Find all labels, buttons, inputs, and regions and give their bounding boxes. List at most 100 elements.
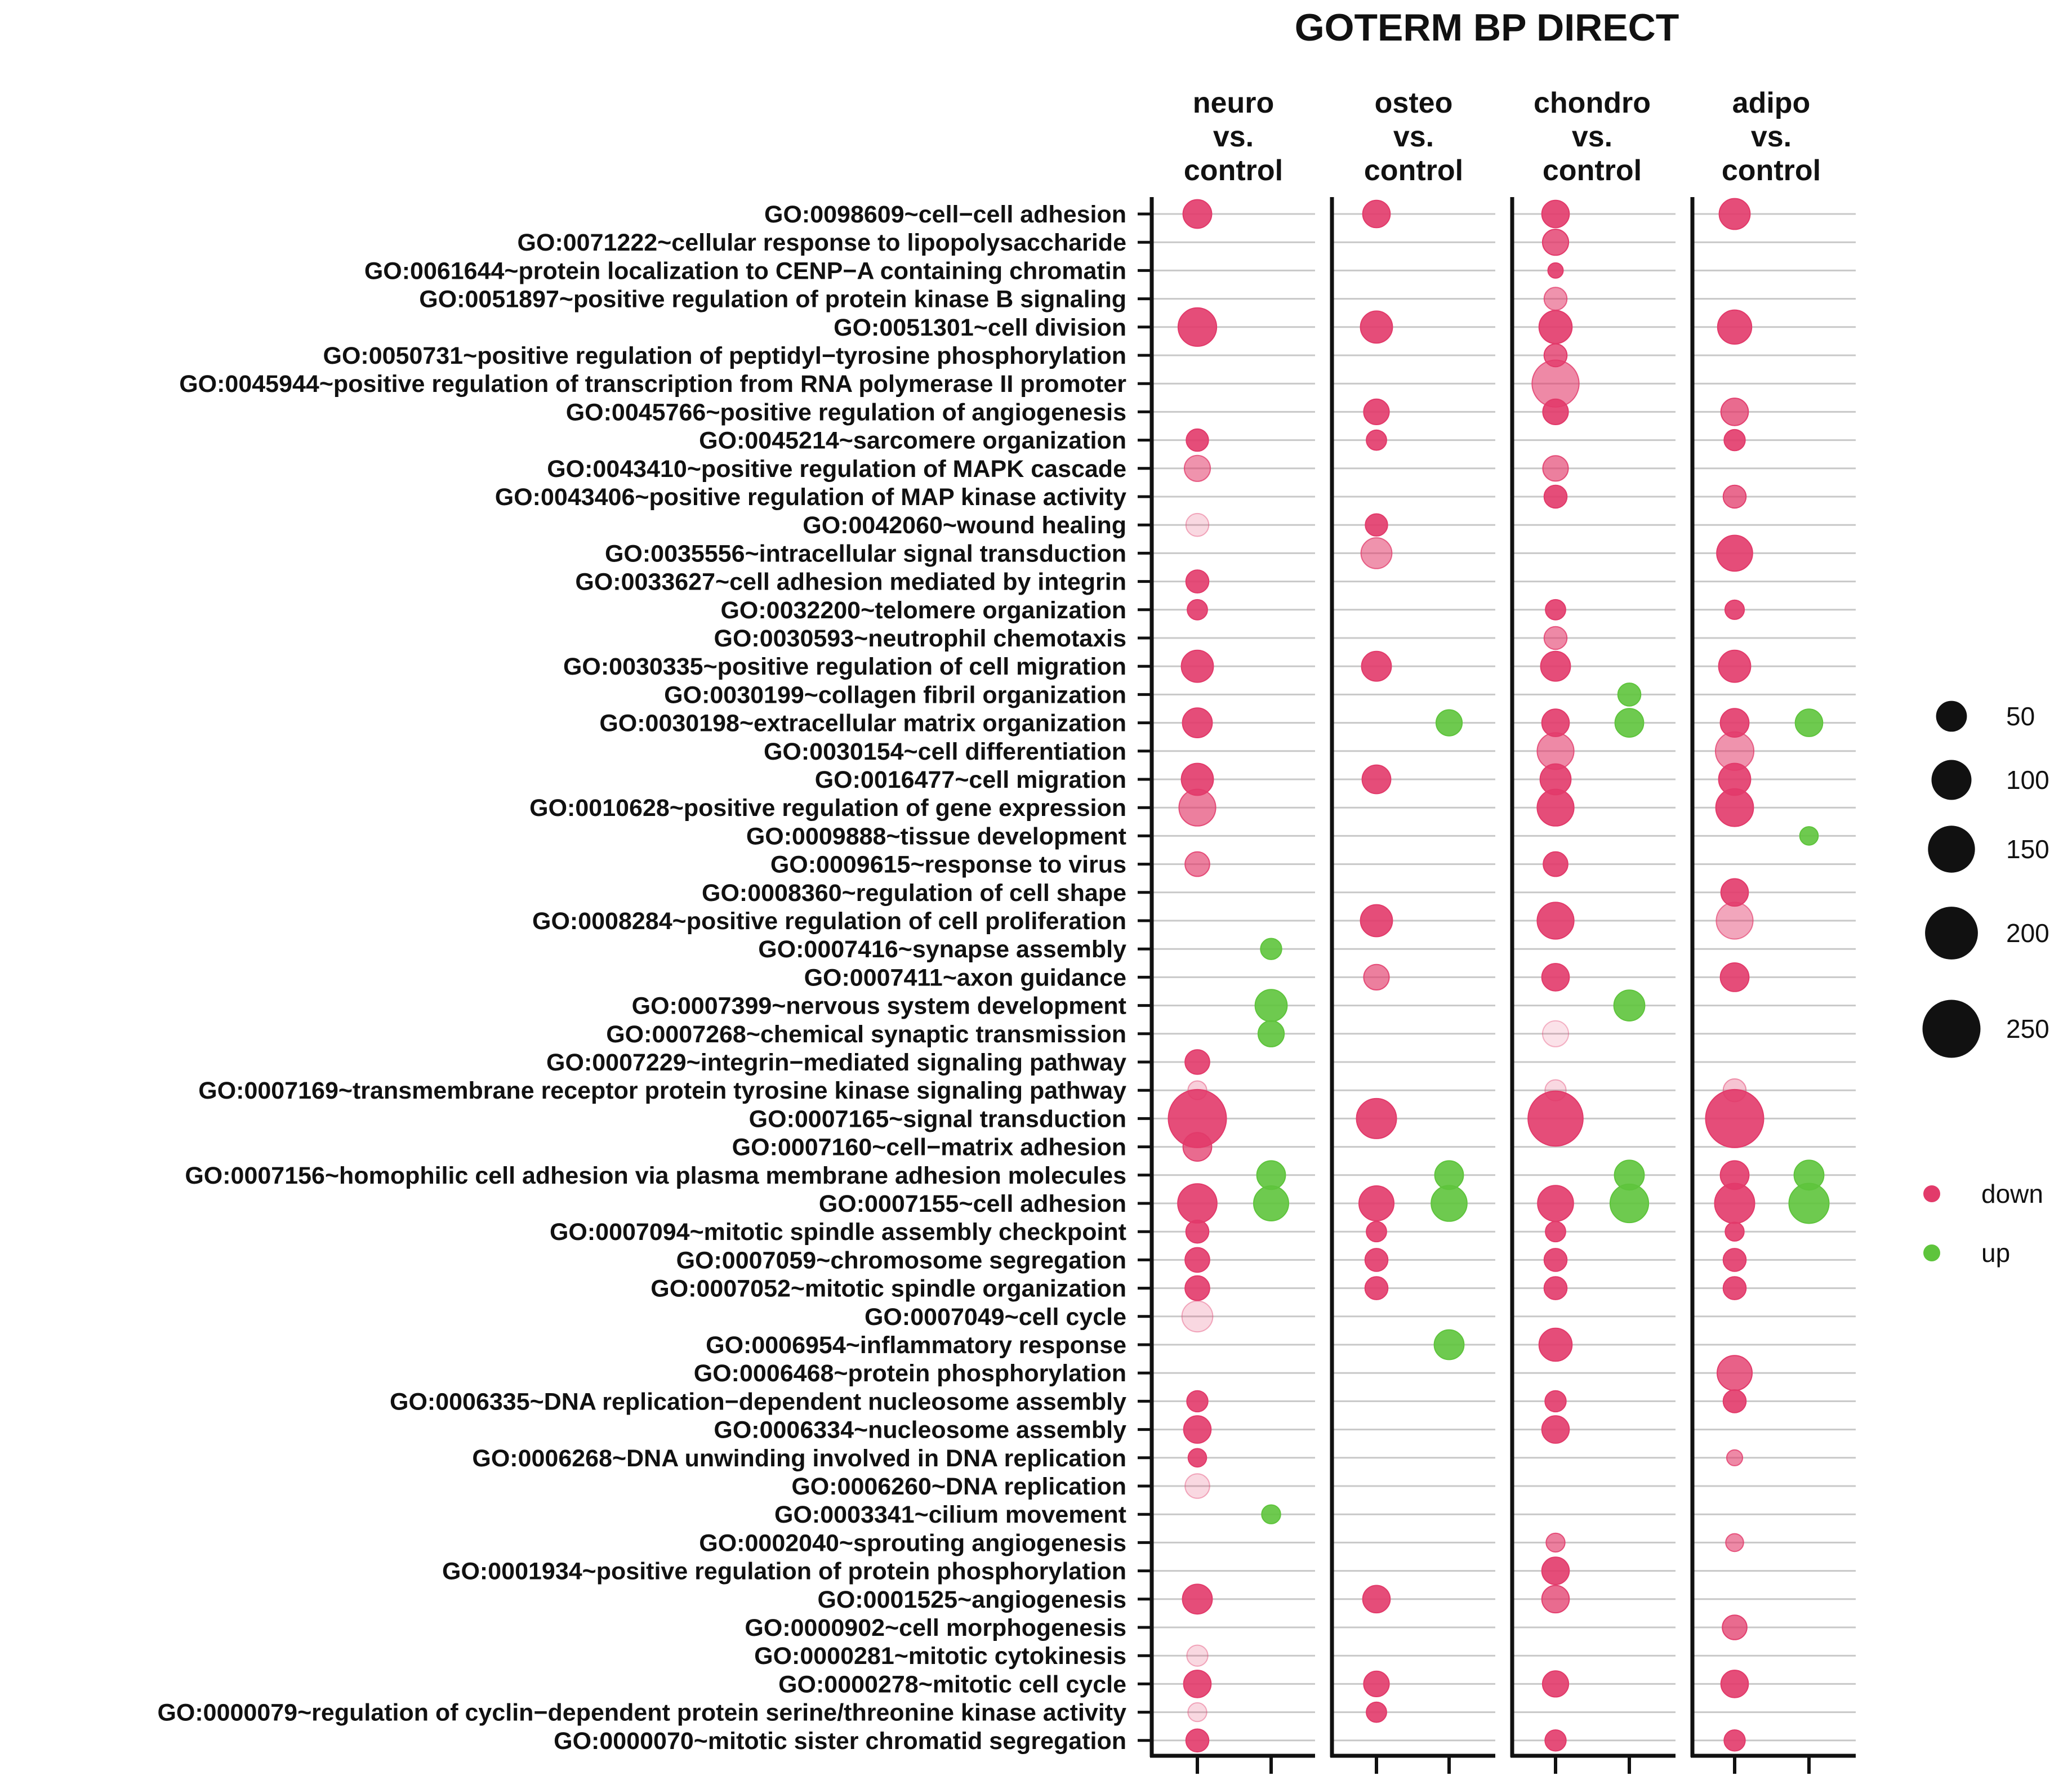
bubble-down [1186, 428, 1209, 452]
bubble-down [1186, 1644, 1209, 1667]
bubble-down [1363, 963, 1390, 991]
bubble-down [1536, 902, 1575, 940]
bubble-down [1541, 1585, 1570, 1614]
bubble-up [1433, 1329, 1465, 1360]
size-legend-bubble [1931, 760, 1972, 800]
term-label: GO:0006260~DNA replication [791, 1473, 1126, 1500]
bubble-down [1545, 1221, 1566, 1243]
term-label: GO:0009615~response to virus [770, 851, 1126, 878]
bubble-down [1185, 1219, 1210, 1244]
bubble-down [1177, 307, 1218, 347]
term-label: GO:0000902~cell morphogenesis [745, 1614, 1126, 1641]
panel-header-line: chondro [1534, 87, 1651, 119]
size-legend-bubble [1922, 1000, 1981, 1058]
bubble-down [1720, 878, 1749, 907]
bubble-down [1720, 1670, 1749, 1698]
term-label: GO:0007169~transmembrane receptor protei… [198, 1077, 1126, 1104]
bubble-down [1186, 1390, 1209, 1413]
bubble-down [1538, 1327, 1573, 1362]
term-label: GO:0030154~cell differentiation [764, 738, 1126, 765]
bubble-down [1544, 1079, 1567, 1101]
bubble-down [1360, 537, 1393, 569]
bubble-down [1365, 513, 1388, 537]
bubble-down [1541, 229, 1570, 256]
bubble-down [1543, 484, 1568, 509]
bubble-up [1253, 1185, 1289, 1221]
term-label: GO:0007156~homophilic cell adhesion via … [185, 1162, 1126, 1189]
bubble-down [1540, 650, 1571, 682]
panel-header-line: control [1364, 154, 1463, 187]
bubble-down [1366, 429, 1387, 451]
size-legend-label: 50 [2006, 702, 2035, 731]
term-label: GO:0007268~chemical synaptic transmissio… [606, 1021, 1126, 1048]
bubble-up [1799, 826, 1819, 846]
term-label: GO:0071222~cellular response to lipopoly… [518, 229, 1126, 256]
term-label: GO:0043410~positive regulation of MAPK c… [547, 456, 1126, 483]
bubble-down [1360, 904, 1393, 938]
size-legend-label: 200 [2006, 918, 2049, 948]
panel-header-line: osteo [1375, 87, 1453, 119]
bubble-down [1183, 454, 1211, 482]
term-labels: GO:0098609~cell−cell adhesionGO:0071222~… [157, 201, 1126, 1755]
bubble-down [1184, 1247, 1210, 1273]
term-label: GO:0007399~nervous system development [632, 993, 1126, 1020]
bubble-down [1717, 1355, 1753, 1391]
term-label: GO:0045214~sarcomere organization [699, 427, 1126, 454]
panel-header-line: control [1184, 154, 1283, 187]
bubble-down [1363, 1670, 1390, 1697]
term-label: GO:0006268~DNA unwinding involved in DNA… [472, 1445, 1126, 1472]
bubble-down [1184, 1049, 1210, 1075]
term-label: GO:0006334~nucleosome assembly [714, 1417, 1126, 1444]
bubble-down [1538, 310, 1573, 345]
bubble-down [1181, 1300, 1214, 1333]
bubble-down [1722, 1078, 1747, 1103]
bubble-down [1364, 1248, 1389, 1272]
bubble-down [1185, 1728, 1210, 1753]
bubble-down [1722, 1389, 1747, 1413]
term-label: GO:0000278~mitotic cell cycle [778, 1671, 1126, 1698]
bubble-down [1184, 1473, 1210, 1499]
bubble-down [1543, 1248, 1568, 1272]
bubble-down [1541, 1020, 1570, 1047]
bubble-down [1185, 512, 1210, 537]
term-label: GO:0007411~axon guidance [804, 964, 1126, 991]
bubble-up [1793, 1159, 1825, 1191]
bubble-up [1434, 1160, 1464, 1190]
bubble-down [1539, 763, 1572, 796]
term-label: GO:0051301~cell division [834, 314, 1126, 341]
term-label: GO:0007416~synapse assembly [758, 936, 1126, 963]
bubble-up [1254, 989, 1288, 1022]
bubble-down [1177, 1183, 1218, 1224]
term-label: GO:0030335~positive regulation of cell m… [563, 653, 1126, 680]
bubble-down [1541, 963, 1570, 992]
panel-header-line: vs. [1393, 121, 1434, 153]
panel-header-line: vs. [1572, 121, 1612, 153]
term-label: GO:0000079~regulation of cyclin−dependen… [157, 1699, 1126, 1726]
bubble-down [1182, 1583, 1213, 1615]
bubble-down [1362, 199, 1391, 229]
bubble-down [1719, 1160, 1750, 1190]
term-label: GO:0007049~cell cycle [865, 1304, 1126, 1331]
panel-header-line: neuro [1193, 87, 1274, 119]
bubble-down [1543, 1276, 1568, 1300]
term-label: GO:0007160~cell−matrix adhesion [732, 1134, 1126, 1161]
bubble-up [1794, 708, 1824, 737]
bubble-down [1183, 1670, 1212, 1698]
bubble-down [1545, 1532, 1566, 1553]
term-label: GO:0000070~mitotic sister chromatid segr… [554, 1728, 1126, 1755]
bubble-down [1720, 398, 1749, 426]
bubble-down [1543, 626, 1568, 650]
size-legend-bubble [1925, 907, 1978, 960]
panel-header-line: adipo [1732, 87, 1811, 119]
term-label: GO:0030199~collagen fibril organization [664, 681, 1126, 708]
bubble-down [1725, 1533, 1744, 1552]
term-label: GO:0000281~mitotic cytokinesis [754, 1643, 1126, 1670]
term-label: GO:0033627~cell adhesion mediated by int… [575, 569, 1126, 596]
bubble-down [1184, 1275, 1210, 1301]
bubble-down [1545, 599, 1566, 621]
term-label: GO:0035556~intracellular signal transduc… [605, 540, 1126, 567]
bubble-down [1184, 851, 1210, 877]
bubble-down [1541, 1415, 1570, 1444]
bubble-down [1726, 1449, 1744, 1466]
bubble-down [1543, 287, 1568, 311]
